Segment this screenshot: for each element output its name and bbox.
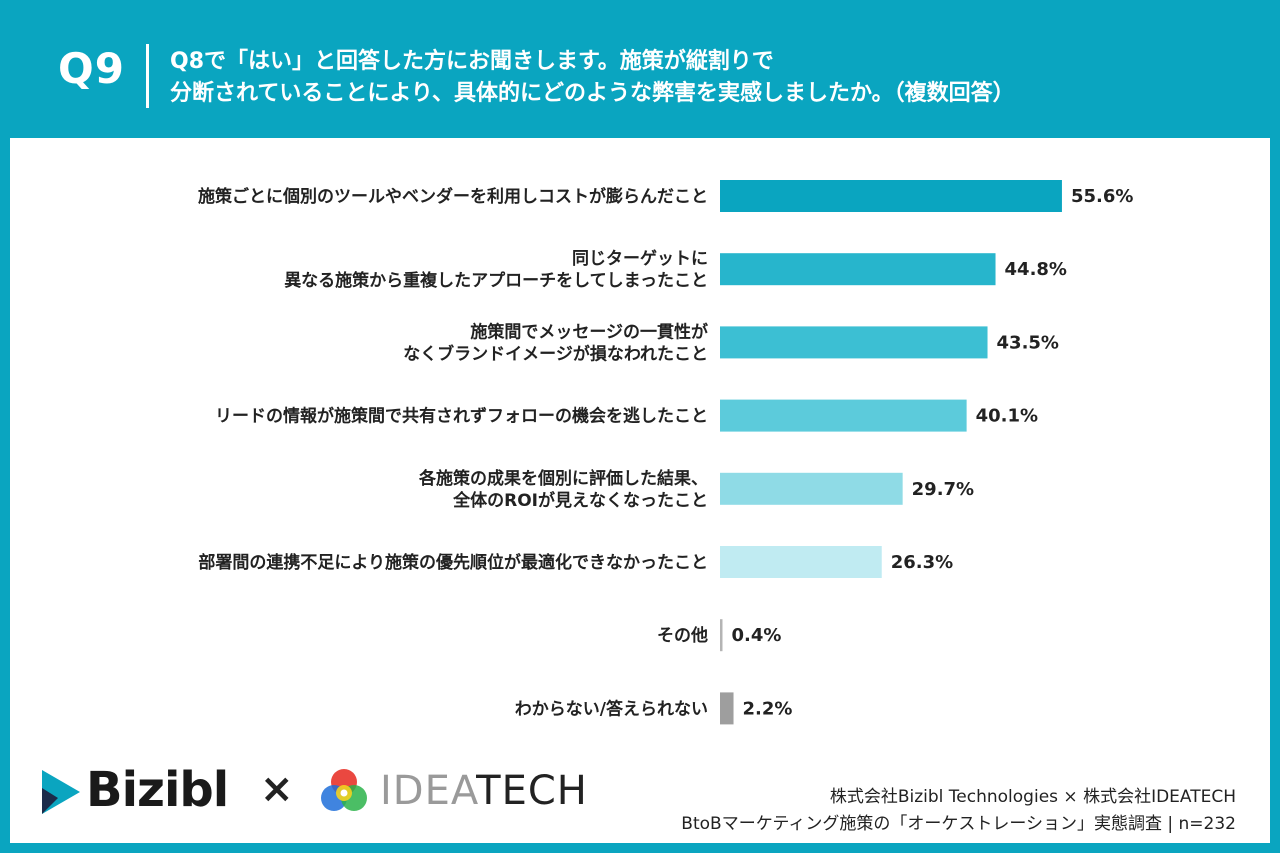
question-line-1: Q8で「はい」と回答した方にお聞きします。施策が縦割りで [170, 49, 774, 74]
bar [720, 253, 996, 286]
bar-row: 2.2% わからない/答えられない [515, 692, 793, 725]
bizibl-logo-text: Bizibl [86, 762, 229, 818]
collaboration-times-sign: × [260, 766, 294, 812]
footer-logos: Bizibl × IDEATECH [38, 762, 638, 834]
value-label: 43.5% [997, 332, 1059, 353]
value-label: 44.8% [1005, 259, 1067, 280]
bar [720, 546, 882, 578]
category-label: 部署間の連携不足により施策の優先順位が最適化できなかったこと [198, 552, 708, 573]
bar [720, 472, 903, 505]
bar [720, 692, 734, 725]
bar [720, 180, 1062, 212]
question-number: Q9 [58, 44, 125, 93]
category-label: 同じターゲットに [572, 248, 708, 269]
bar-row: 0.4% その他 [657, 619, 782, 652]
bar [720, 399, 967, 432]
bar [720, 326, 988, 359]
bar-row: 55.6% 施策ごとに個別のツールやベンダーを利用しコストが膨らんだこと [198, 180, 1133, 212]
bar [720, 619, 723, 652]
question-header: Q9 Q8で「はい」と回答した方にお聞きします。施策が縦割りで 分断されているこ… [0, 0, 1280, 138]
value-label: 26.3% [891, 552, 953, 573]
ideatech-logo-dark: TECH [476, 768, 588, 814]
bar-chart: 55.6% 施策ごとに個別のツールやベンダーを利用しコストが膨らんだこと 44.8%… [198, 174, 1133, 738]
credit-survey: BtoBマーケティング施策の「オーケストレーション」実態調査 | n=232 [681, 814, 1236, 834]
category-label: わからない/答えられない [515, 698, 708, 719]
bar-row: 29.7% 各施策の成果を個別に評価した結果、全体のROIが見えなくなったこと [418, 468, 974, 511]
category-label: 各施策の成果を個別に評価した結果、 [418, 468, 708, 489]
category-label: 異なる施策から重複したアプローチをしてしまったこと [284, 270, 708, 291]
value-label: 55.6% [1071, 186, 1133, 207]
ideatech-logo-text: IDEATECH [380, 768, 588, 814]
bizibl-play-icon [42, 770, 80, 814]
category-label: 施策間でメッセージの一貫性が [470, 321, 708, 342]
bar-row: 40.1% リードの情報が施策間で共有されずフォローの機会を逃したこと [215, 399, 1038, 432]
category-label: 施策ごとに個別のツールやベンダーを利用しコストが膨らんだこと [198, 186, 708, 207]
question-line-2: 分断されていることにより、具体的にどのような弊害を実感しましたか。（複数回答） [170, 81, 1015, 106]
value-label: 29.7% [912, 479, 974, 500]
value-label: 0.4% [732, 625, 782, 646]
category-label: 全体のROIが見えなくなったこと [452, 490, 708, 511]
bar-row: 26.3% 部署間の連携不足により施策の優先順位が最適化できなかったこと [198, 546, 953, 578]
ideatech-color-wheel-icon [321, 769, 367, 811]
header-divider [146, 44, 149, 108]
chart-panel: 55.6% 施策ごとに個別のツールやベンダーを利用しコストが膨らんだこと 44.8%… [10, 138, 1270, 843]
survey-credits: 株式会社Bizibl Technologies × 株式会社IDEATECH B… [681, 784, 1236, 838]
category-label: その他 [657, 625, 708, 646]
value-label: 40.1% [976, 406, 1038, 427]
category-label: リードの情報が施策間で共有されずフォローの機会を逃したこと [215, 406, 708, 427]
value-label: 2.2% [743, 698, 793, 719]
credit-companies: 株式会社Bizibl Technologies × 株式会社IDEATECH [829, 787, 1236, 807]
category-label: なくブランドイメージが損なわれたこと [403, 343, 708, 364]
question-text: Q8で「はい」と回答した方にお聞きします。施策が縦割りで 分断されていることによ… [170, 46, 1250, 110]
ideatech-logo-light: IDEA [380, 768, 477, 814]
